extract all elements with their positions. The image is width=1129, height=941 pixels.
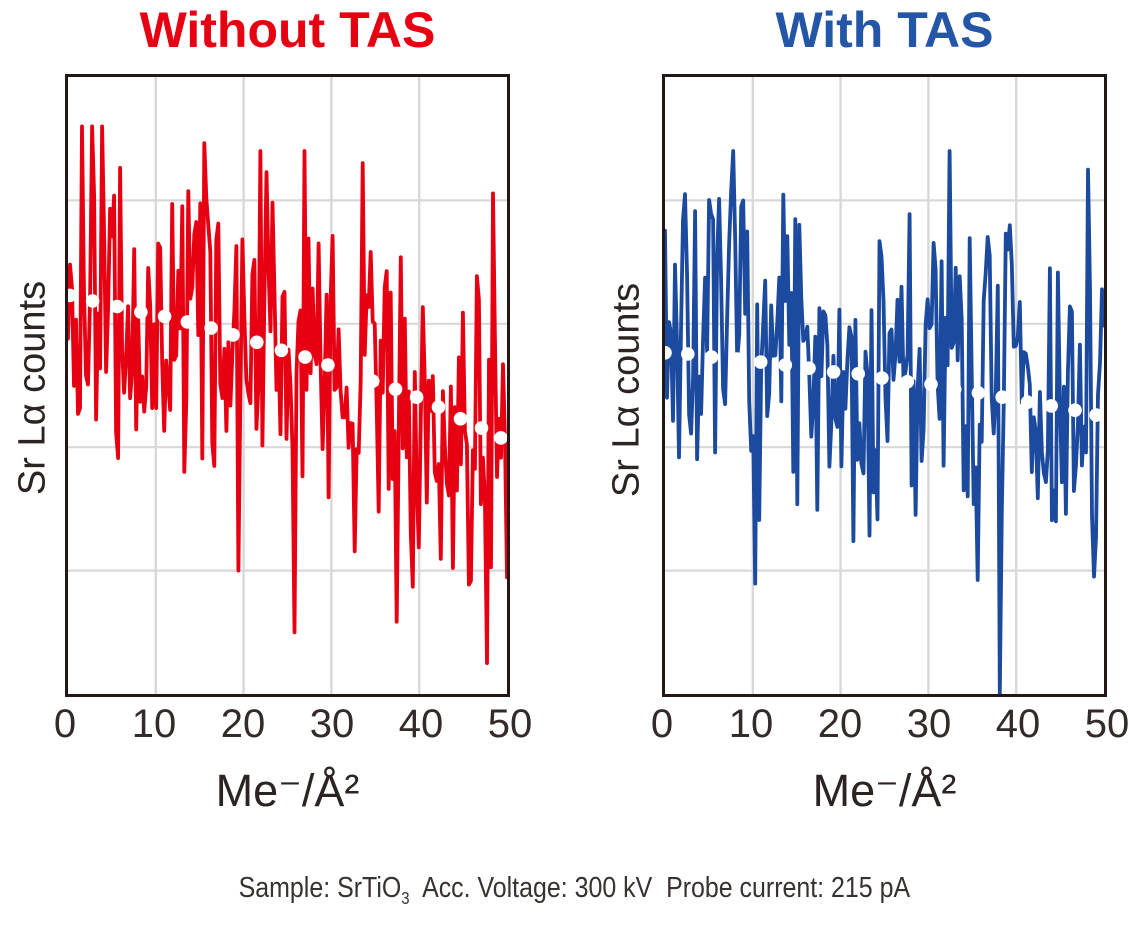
x-tick-label: 20 <box>817 702 863 746</box>
x-axis-label-without-tas: Me⁻/Å² <box>215 765 360 816</box>
x-tick-label: 0 <box>53 702 77 746</box>
plot-area-without-tas <box>65 74 510 697</box>
caption-sample-subscript: 3 <box>401 887 410 908</box>
x-tick-label: 40 <box>398 702 444 746</box>
x-tick-label: 30 <box>906 702 952 746</box>
noise-signal-chart-without-tas <box>68 77 507 694</box>
caption: Sample: SrTiO3 Acc. Voltage: 300 kV Prob… <box>20 872 1129 909</box>
y-axis-label-with-tas: Sr Lα counts <box>605 282 648 498</box>
x-tick-label: 10 <box>131 702 177 746</box>
x-axis-label-with-tas: Me⁻/Å² <box>812 765 957 816</box>
y-axis-label-without-tas: Sr Lα counts <box>11 280 54 496</box>
caption-conditions: Acc. Voltage: 300 kV Probe current: 215 … <box>409 872 911 904</box>
x-tick-label: 50 <box>1084 702 1129 746</box>
x-tick-label: 30 <box>309 702 355 746</box>
x-axis-ticks-without-tas: 0 10 20 30 40 50 <box>54 702 532 750</box>
chart-title-with-tas: With TAS <box>775 2 994 58</box>
caption-sample-prefix: Sample: SrTiO <box>238 872 402 904</box>
noise-signal-chart-with-tas <box>665 77 1104 694</box>
x-tick-label: 10 <box>728 702 774 746</box>
x-tick-label: 0 <box>650 702 674 746</box>
x-axis-ticks-with-tas: 0 10 20 30 40 50 <box>651 702 1129 750</box>
chart-title-without-tas: Without TAS <box>139 2 436 58</box>
x-tick-label: 50 <box>487 702 533 746</box>
plot-area-with-tas <box>662 74 1107 697</box>
x-tick-label: 40 <box>995 702 1041 746</box>
x-tick-label: 20 <box>220 702 266 746</box>
caption-text: Sample: SrTiO3 Acc. Voltage: 300 kV Prob… <box>239 872 910 909</box>
